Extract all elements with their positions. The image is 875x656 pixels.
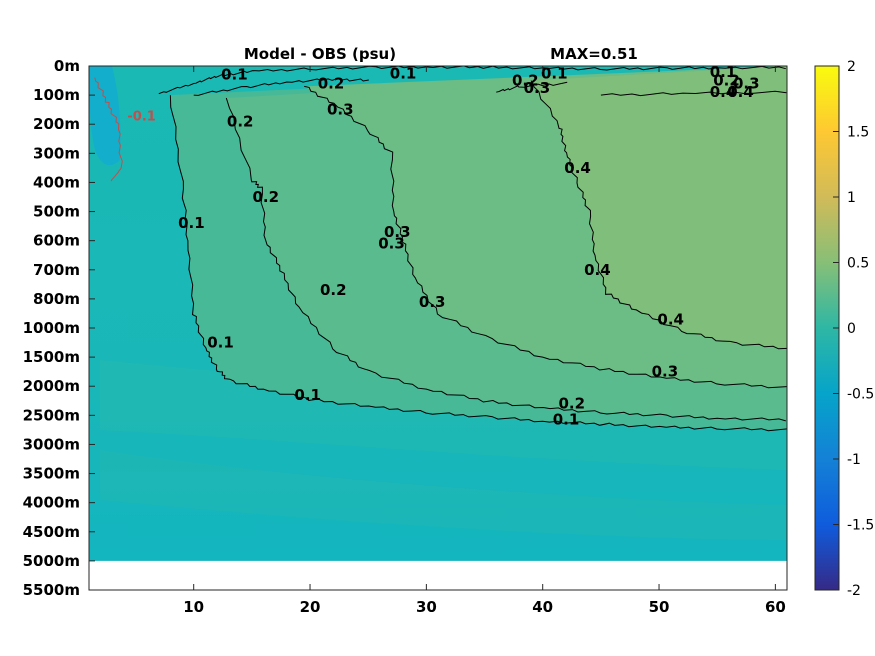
colorbar-tick-label: 0.5	[847, 256, 869, 272]
y-axis: 0m 100m 200m 300m 400m 500m 600m 700m 800m 1000m 1…	[23, 57, 95, 599]
y-tick-label: 0m	[54, 57, 80, 75]
contour-0neg-4-line	[600, 90, 787, 97]
x-tick-label: 50	[649, 598, 670, 616]
colorbar-tick-label: -2	[847, 583, 861, 599]
contour-0neg-3-line	[496, 81, 568, 93]
band-0-4	[531, 66, 787, 349]
x-tick-label: 30	[416, 598, 437, 616]
x-tick-label: 10	[183, 598, 204, 616]
y-tick-label: 4000m	[23, 494, 80, 512]
y-tick-label: 700m	[33, 261, 80, 279]
contour-label: 0.2	[318, 75, 345, 93]
contour-label: 0.3	[327, 101, 354, 119]
contour-label: 0.3	[384, 223, 411, 241]
colorbar-tick-label: 2	[847, 59, 856, 75]
contour-label: 0.3	[652, 363, 679, 381]
contour-label: 0.1	[294, 386, 321, 404]
y-tick-label: 1000m	[23, 319, 80, 337]
contour-label: 0.1	[710, 63, 737, 81]
chart-title: Model - OBS (psu)	[244, 45, 396, 63]
colorbar-tick-label: 1.5	[847, 125, 869, 141]
contour-label: 0.1	[207, 334, 234, 352]
contour-0neg-3-line	[304, 85, 787, 389]
y-tick-label: 4500m	[23, 523, 80, 541]
colorbar-tick-label: -1	[847, 452, 861, 468]
contour-label: 0.4	[584, 261, 611, 279]
y-tick-label: 1500m	[23, 348, 80, 366]
colorbar-tick-label: 1	[847, 190, 856, 206]
y-tick-label: 3500m	[23, 465, 80, 483]
contour-label: 0.3	[378, 235, 405, 253]
contour-label: 0.1	[553, 411, 580, 429]
no-data-region	[89, 560, 787, 590]
contour-label: -0.1	[127, 110, 155, 125]
contour-label: 0.1	[178, 214, 205, 232]
x-tick-label: 40	[532, 598, 553, 616]
max-annotation: MAX=0.51	[550, 45, 638, 63]
contour-label: 0.4	[727, 83, 754, 101]
contour-label: 0.1	[541, 64, 568, 82]
y-tick-label: 200m	[33, 115, 80, 133]
colorbar-ticks: 2 1.5 1 0.5 0 -0.5 -1 -1.5 -2	[833, 59, 874, 599]
colorbar-tick-label: -1.5	[847, 518, 874, 534]
contour-label: 0.4	[710, 83, 737, 101]
contour-0neg-2-line	[225, 97, 786, 422]
y-tick-label: 5000m	[23, 552, 80, 570]
x-tick-label: 20	[300, 598, 321, 616]
y-tick-label: 2000m	[23, 377, 80, 395]
contour-labels: 0.10.10.10.10.20.20.20.20.30.30.30.30.30…	[127, 63, 759, 429]
contour-label: 0.2	[320, 281, 347, 299]
contour-neg-0-1-line	[94, 77, 123, 182]
contour-0neg-4-line	[530, 80, 787, 350]
contour-0neg-1-line	[169, 95, 787, 432]
colorbar-tick-label: -0.5	[847, 387, 874, 403]
contour-label: 0.1	[221, 66, 248, 84]
y-tick-label: 2500m	[23, 406, 80, 424]
contour-label: 0.3	[419, 293, 446, 311]
contour-label: 0.2	[713, 72, 740, 90]
contour-label: 0.2	[512, 72, 539, 90]
heatmap-field	[89, 66, 787, 561]
contour-label: 0.1	[390, 64, 417, 82]
contour-label: 0.4	[564, 159, 591, 177]
y-tick-label: 3000m	[23, 435, 80, 453]
y-tick-label: 5500m	[23, 581, 80, 599]
y-tick-label: 300m	[33, 144, 80, 162]
y-tick-label: 100m	[33, 86, 80, 104]
contour-label: 0.3	[524, 79, 551, 97]
y-tick-label: 600m	[33, 232, 80, 250]
y-tick-label: 800m	[33, 290, 80, 308]
contour-label: 0.2	[559, 395, 586, 413]
contour-label: 0.2	[227, 112, 254, 130]
contour-label: 0.4	[657, 310, 684, 328]
x-tick-label: 60	[765, 598, 786, 616]
contour-0neg-2-line	[193, 77, 369, 96]
contour-label: 0.3	[733, 75, 760, 93]
x-axis: 10 20 30 40 50 60	[183, 66, 786, 616]
y-tick-label: 500m	[33, 203, 80, 221]
colorbar-tick-label: 0	[847, 321, 856, 337]
y-tick-label: 400m	[33, 173, 80, 191]
contour-label: 0.2	[253, 188, 280, 206]
